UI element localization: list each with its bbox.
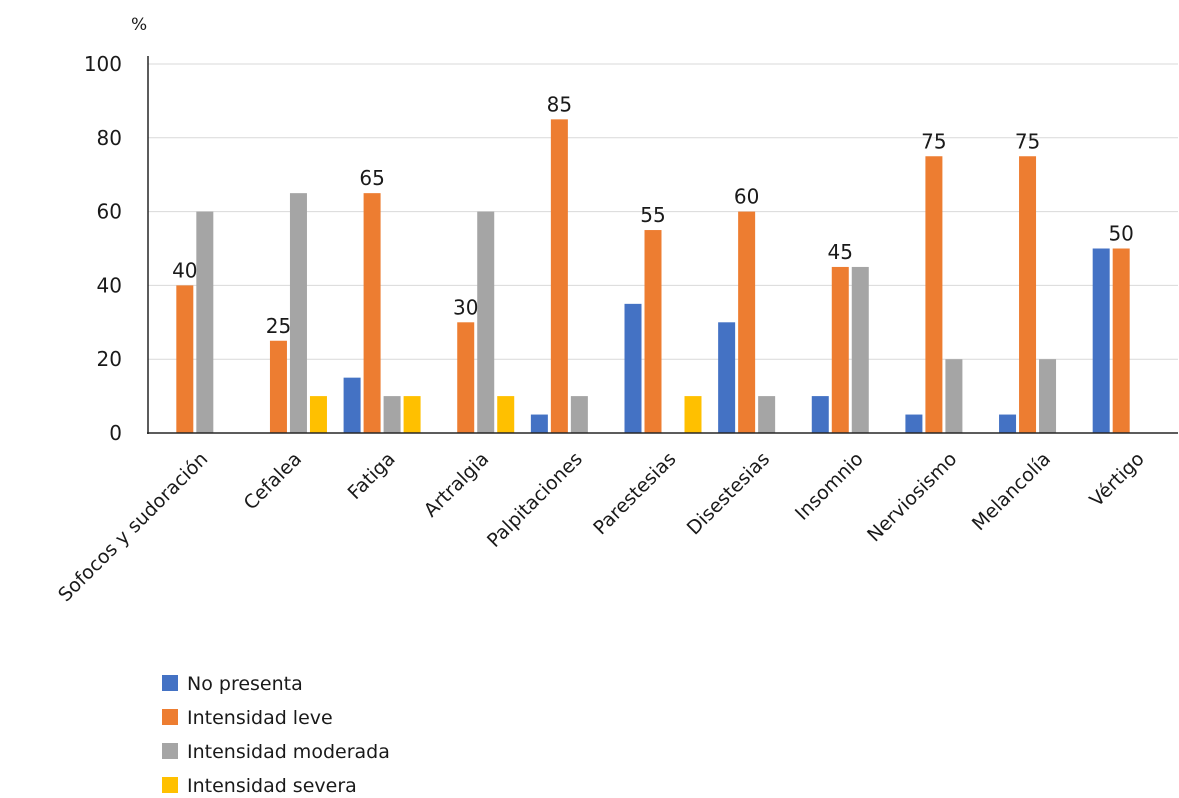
bar [1092,248,1110,433]
bar [363,193,381,433]
x-category-label: Artralgia [420,448,494,522]
legend-swatch [162,709,178,725]
data-label: 75 [1015,129,1040,153]
y-tick-label: 60 [97,200,122,224]
x-category-label: Sofocos y sudoración [54,448,212,606]
bar [497,396,515,433]
y-tick-label: 80 [97,126,122,150]
data-labels: 40 25 65 30 85 55 60 45 75 75 50 [172,92,1134,337]
y-axis-ticks: 0 20 40 60 80 100 [84,52,122,445]
bar [738,211,756,433]
bar [925,156,943,433]
bar [684,396,702,433]
legend-label: Intensidad severa [187,775,357,797]
legend-swatch [162,777,178,793]
bar [718,322,736,433]
x-axis-categories: Sofocos y sudoración Cefalea Fatiga Artralg… [54,448,1149,606]
bars [176,119,1130,433]
bar [851,266,869,433]
bar [624,303,642,433]
data-label: 65 [359,166,384,190]
bar [383,396,401,433]
bar [477,211,495,433]
data-label: 75 [921,129,946,153]
x-category-label: Fatiga [344,448,400,504]
bar [570,396,588,433]
bar [269,340,287,433]
x-category-label: Cefalea [240,448,306,514]
legend: No presenta Intensidad leve Intensidad mod… [162,673,390,797]
bar [530,414,548,433]
bar [999,414,1017,433]
data-label: 60 [734,185,759,209]
y-tick-label: 40 [97,273,122,297]
legend-swatch [162,675,178,691]
x-category-label: Disestesias [683,448,774,539]
legend-label: Intensidad moderada [187,741,390,763]
x-category-label: Vértigo [1085,448,1148,511]
bar [550,119,568,433]
bar [1039,359,1057,433]
data-label: 50 [1108,222,1133,246]
bar [309,396,327,433]
y-tick-label: 20 [97,347,122,371]
legend-label: No presenta [187,673,303,695]
y-axis-unit-label: % [131,15,147,35]
data-label: 85 [547,92,572,116]
legend-swatch [162,743,178,759]
data-label: 25 [266,314,291,338]
x-category-label: Nerviosismo [863,448,961,546]
y-tick-label: 100 [84,52,122,76]
legend-label: Intensidad leve [187,707,333,729]
bar [176,285,194,433]
x-category-label: Insomnio [791,448,868,525]
gridlines [148,63,1178,360]
bar [758,396,776,433]
bar [289,193,307,433]
data-label: 55 [640,203,665,227]
bar [403,396,421,433]
y-tick-label: 0 [109,421,122,445]
data-label: 30 [453,295,478,319]
bar [1019,156,1037,433]
bar [811,396,829,433]
data-label: 40 [172,258,197,282]
bar [945,359,963,433]
x-category-label: Palpitaciones [483,448,587,552]
x-category-label: Melancolía [968,448,1055,535]
x-category-label: Parestesias [589,448,680,539]
bar [1112,248,1130,433]
bar [196,211,214,433]
bar [905,414,923,433]
bar [831,266,849,433]
data-label: 45 [828,240,853,264]
bar [457,322,475,433]
bar [343,377,361,433]
bar [644,230,662,433]
